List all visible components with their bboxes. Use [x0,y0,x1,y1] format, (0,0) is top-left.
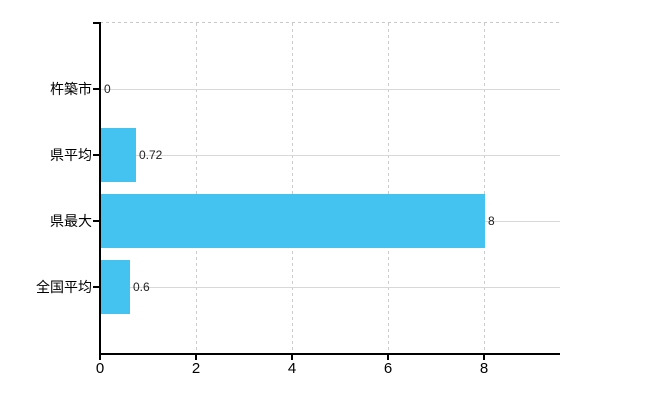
gridline-v [388,23,389,354]
bar [101,128,136,182]
bar-value-label: 0.72 [139,148,163,162]
x-axis-line [99,353,560,355]
x-tick-mark [99,354,101,360]
y-tick-mark [93,154,100,156]
gridline-h [100,287,560,288]
y-axis-top-tick [93,22,100,24]
x-tick-mark [195,354,197,360]
gridline-v [484,23,485,354]
category-label: 全国平均 [36,279,92,295]
gridline-v [196,23,197,354]
gridline-h [100,155,560,156]
bar-value-label: 0 [104,82,111,96]
category-label: 県平均 [50,147,92,163]
x-tick-mark [483,354,485,360]
category-label: 杵築市 [50,81,92,97]
x-tick-mark [291,354,293,360]
y-axis-line [99,22,101,355]
x-tick-label: 8 [479,360,489,377]
bar-value-label: 0.6 [133,280,150,294]
y-tick-mark [93,220,100,222]
x-tick-mark [387,354,389,360]
category-label: 県最大 [50,213,92,229]
y-tick-mark [93,88,100,90]
x-tick-label: 2 [191,360,201,377]
gridline-top [100,22,560,23]
gridline-h [100,89,560,90]
gridline-v [292,23,293,354]
bar [101,194,485,248]
y-tick-mark [93,286,100,288]
bar [101,260,130,314]
x-tick-label: 6 [383,360,393,377]
x-tick-label: 4 [287,360,297,377]
bar-value-label: 8 [488,214,495,228]
x-tick-label: 0 [95,360,105,377]
